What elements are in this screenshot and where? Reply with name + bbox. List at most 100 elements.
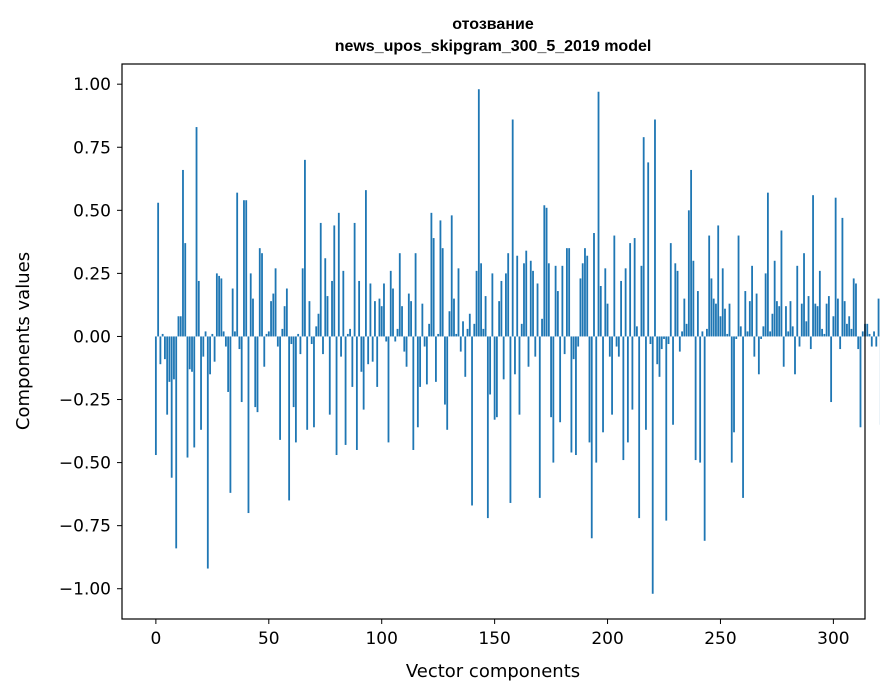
bar-265 [753, 336, 755, 356]
bar-152 [498, 301, 500, 336]
bar-197 [600, 286, 602, 336]
y-tick-label: 0.25 [73, 264, 111, 284]
bar-271 [767, 193, 769, 337]
bar-236 [688, 210, 690, 336]
bar-151 [496, 336, 498, 417]
bar-80 [336, 336, 338, 455]
bar-221 [654, 120, 656, 337]
bar-56 [281, 329, 283, 337]
bar-97 [374, 301, 376, 336]
bar-253 [726, 334, 728, 337]
bar-218 [647, 162, 649, 336]
bar-21 [202, 336, 204, 356]
bar-170 [539, 336, 541, 497]
bar-124 [435, 336, 437, 381]
bar-93 [365, 190, 367, 336]
bar-46 [259, 248, 261, 336]
bar-76 [327, 296, 329, 336]
y-tick-label: 0.50 [73, 201, 111, 221]
bar-179 [559, 336, 561, 422]
bar-14 [187, 336, 189, 457]
bar-116 [417, 336, 419, 427]
bar-57 [284, 306, 286, 336]
bar-19 [198, 281, 200, 337]
bar-108 [399, 253, 401, 336]
bar-129 [446, 336, 448, 429]
bar-316 [869, 334, 871, 337]
bar-194 [593, 233, 595, 336]
bar-227 [668, 336, 670, 344]
bar-130 [449, 311, 451, 336]
bar-79 [333, 225, 335, 336]
bar-72 [318, 314, 320, 337]
bar-297 [826, 304, 828, 337]
bar-5 [166, 336, 168, 414]
bar-267 [758, 336, 760, 374]
bar-20 [200, 336, 202, 429]
bar-298 [828, 296, 830, 336]
bar-244 [706, 329, 708, 337]
bar-287 [803, 253, 805, 336]
bar-162 [521, 324, 523, 337]
bar-24 [209, 336, 211, 374]
bar-70 [313, 336, 315, 427]
bar-164 [525, 251, 527, 337]
bar-50 [268, 331, 270, 336]
y-tick-label: −1.00 [59, 580, 111, 600]
bar-303 [839, 336, 841, 349]
bar-245 [708, 236, 710, 337]
bar-209 [627, 336, 629, 442]
bar-276 [778, 306, 780, 336]
bar-83 [342, 271, 344, 337]
bar-78 [331, 281, 333, 337]
bar-89 [356, 336, 358, 450]
bar-238 [692, 261, 694, 337]
bar-69 [311, 336, 313, 344]
bar-47 [261, 253, 263, 336]
bar-262 [747, 331, 749, 336]
bar-64 [300, 336, 302, 354]
bar-288 [805, 321, 807, 336]
bar-135 [460, 336, 462, 351]
bar-261 [744, 291, 746, 336]
bar-295 [821, 329, 823, 337]
y-tick-label: −0.75 [59, 517, 111, 537]
y-tick-label: −0.25 [59, 391, 111, 411]
bar-243 [704, 336, 706, 540]
bar-27 [216, 273, 218, 336]
bar-240 [697, 291, 699, 336]
bar-106 [394, 336, 396, 341]
bar-133 [455, 334, 457, 337]
bar-247 [713, 299, 715, 337]
bar-313 [862, 331, 864, 336]
bar-273 [772, 314, 774, 337]
bar-82 [340, 336, 342, 356]
bar-275 [776, 301, 778, 336]
bar-192 [589, 336, 591, 442]
bar-117 [419, 336, 421, 386]
bar-205 [618, 336, 620, 356]
bar-224 [661, 336, 663, 349]
bar-293 [817, 306, 819, 336]
bar-211 [631, 336, 633, 409]
bar-258 [738, 236, 740, 337]
bar-167 [532, 271, 534, 337]
bar-312 [860, 336, 862, 427]
bar-96 [372, 336, 374, 361]
bar-53 [275, 268, 277, 336]
bar-248 [715, 304, 717, 337]
bar-11 [180, 316, 182, 336]
bar-163 [523, 263, 525, 336]
bar-61 [293, 336, 295, 407]
bar-171 [541, 319, 543, 337]
bar-122 [430, 213, 432, 337]
bar-98 [376, 336, 378, 386]
bar-118 [421, 304, 423, 337]
bar-319 [875, 336, 877, 346]
bar-146 [485, 296, 487, 336]
bar-190 [584, 248, 586, 336]
bar-25 [211, 334, 213, 337]
bar-185 [573, 336, 575, 359]
bar-91 [360, 336, 362, 371]
bar-283 [794, 336, 796, 374]
